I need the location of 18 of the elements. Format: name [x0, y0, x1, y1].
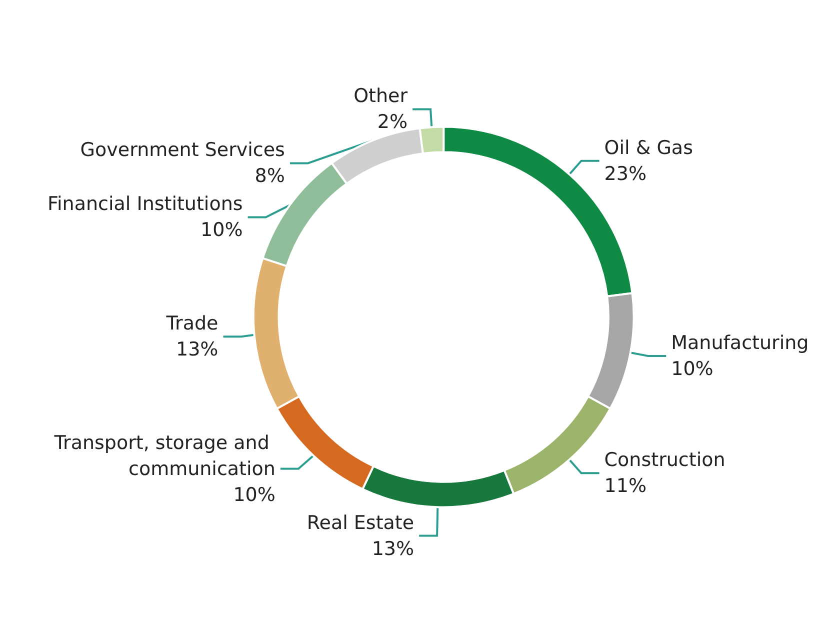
- slice-label: Oil & Gas: [604, 136, 693, 159]
- slice-label: Manufacturing: [671, 332, 809, 354]
- data-label: 10%: [671, 358, 714, 380]
- slice-label: Construction: [604, 449, 726, 472]
- slice-label: Transport, storage and communication: [53, 432, 276, 480]
- slice-label: Financial Institutions: [47, 193, 243, 216]
- slice-label: Trade: [165, 312, 218, 335]
- data-label: 2%: [377, 111, 408, 134]
- data-label: 23%: [604, 162, 647, 185]
- slice-label: Other: [354, 85, 408, 108]
- data-label: 13%: [176, 338, 218, 361]
- data-label: 10%: [233, 484, 276, 506]
- data-label: 10%: [200, 219, 243, 242]
- data-label: 13%: [372, 538, 414, 560]
- slice-label: Real Estate: [306, 512, 414, 534]
- data-label: 8%: [254, 165, 285, 188]
- slice-label: Government Services: [80, 139, 285, 162]
- data-label: 11%: [604, 475, 647, 498]
